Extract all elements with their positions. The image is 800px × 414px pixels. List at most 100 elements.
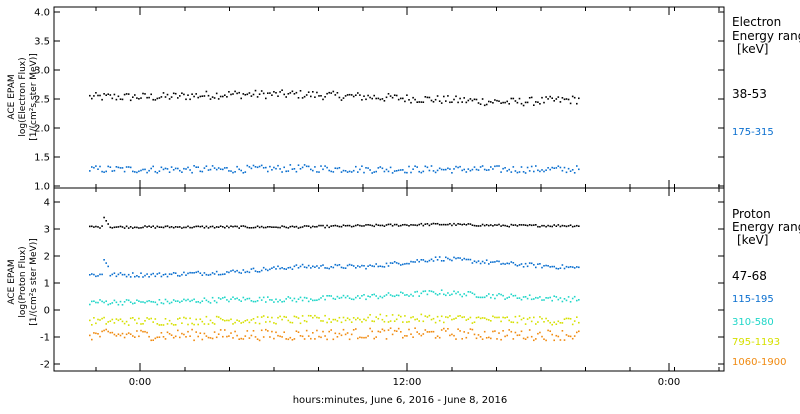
data-point xyxy=(222,168,224,171)
data-point xyxy=(557,335,560,338)
data-point xyxy=(381,318,384,321)
data-point xyxy=(416,259,418,261)
data-point xyxy=(297,97,300,99)
data-point xyxy=(535,101,537,103)
data-point xyxy=(420,334,423,337)
data-point xyxy=(430,165,433,167)
data-point xyxy=(168,226,171,229)
data-point xyxy=(516,225,519,227)
data-point xyxy=(547,224,549,227)
data-point xyxy=(246,319,249,321)
data-point xyxy=(547,98,549,100)
data-point xyxy=(310,267,312,269)
data-point xyxy=(494,99,496,101)
data-point xyxy=(355,165,357,168)
data-point xyxy=(528,294,531,296)
data-point xyxy=(232,225,234,228)
data-point xyxy=(449,101,451,104)
data-point xyxy=(154,170,157,173)
data-point xyxy=(242,338,245,340)
data-point xyxy=(414,224,416,226)
data-point xyxy=(201,338,204,341)
data-point xyxy=(91,225,93,228)
data-point xyxy=(217,316,220,318)
data-point xyxy=(336,167,339,170)
data-point xyxy=(473,260,476,262)
data-point xyxy=(174,92,177,95)
data-point xyxy=(213,227,216,229)
data-point xyxy=(185,274,187,276)
data-point xyxy=(144,320,146,322)
data-point xyxy=(289,321,292,324)
data-point xyxy=(365,224,367,226)
data-point xyxy=(121,304,124,306)
data-point xyxy=(346,332,349,334)
y-tick-label: 4.0 xyxy=(34,8,50,19)
data-point xyxy=(522,266,525,268)
data-point xyxy=(510,261,513,263)
data-point xyxy=(414,327,416,329)
data-point xyxy=(193,226,195,228)
data-point xyxy=(336,264,339,267)
data-point xyxy=(430,258,433,261)
data-point xyxy=(492,315,494,318)
data-point xyxy=(514,224,517,226)
data-point xyxy=(213,323,216,325)
data-point xyxy=(303,320,306,322)
data-point xyxy=(406,321,408,323)
data-point xyxy=(383,100,386,102)
data-point xyxy=(383,320,386,323)
data-point xyxy=(502,294,504,297)
data-point xyxy=(416,166,418,168)
data-point xyxy=(522,337,525,340)
data-point xyxy=(344,225,347,227)
data-point xyxy=(160,166,163,169)
data-point xyxy=(324,335,326,337)
data-point xyxy=(123,170,126,173)
data-point xyxy=(279,299,281,301)
data-point xyxy=(537,332,539,335)
data-point xyxy=(387,329,390,331)
data-point xyxy=(365,267,367,270)
data-point xyxy=(395,223,398,226)
data-point xyxy=(514,331,517,334)
data-point xyxy=(305,320,308,323)
data-point xyxy=(551,225,553,228)
data-point xyxy=(551,166,553,169)
data-point xyxy=(416,101,418,103)
data-point xyxy=(134,94,136,96)
data-point xyxy=(244,320,247,322)
data-point xyxy=(344,170,347,172)
data-point xyxy=(553,321,555,324)
data-point xyxy=(334,318,337,321)
data-point xyxy=(205,335,208,337)
data-point xyxy=(578,225,580,227)
data-point xyxy=(551,265,553,268)
data-point xyxy=(156,303,159,306)
data-point xyxy=(475,296,478,298)
data-point xyxy=(316,316,318,319)
data-point xyxy=(459,330,461,332)
data-point xyxy=(445,256,447,259)
data-point xyxy=(238,271,240,274)
data-point xyxy=(371,97,373,100)
data-point xyxy=(416,224,418,227)
data-point xyxy=(307,300,310,303)
data-point xyxy=(402,292,404,294)
data-point xyxy=(461,338,463,340)
data-point xyxy=(105,328,107,331)
data-point xyxy=(510,97,513,100)
data-point xyxy=(477,225,480,227)
data-point xyxy=(295,330,298,332)
data-point xyxy=(555,98,558,100)
data-point xyxy=(547,265,549,267)
data-point xyxy=(541,96,543,99)
data-point xyxy=(326,92,328,95)
data-point xyxy=(123,93,126,96)
data-point xyxy=(275,331,277,334)
data-point xyxy=(291,268,294,270)
data-point xyxy=(508,103,510,105)
data-point xyxy=(494,261,496,263)
data-point xyxy=(181,227,183,229)
electron-legend-unit: [keV] xyxy=(737,42,768,56)
